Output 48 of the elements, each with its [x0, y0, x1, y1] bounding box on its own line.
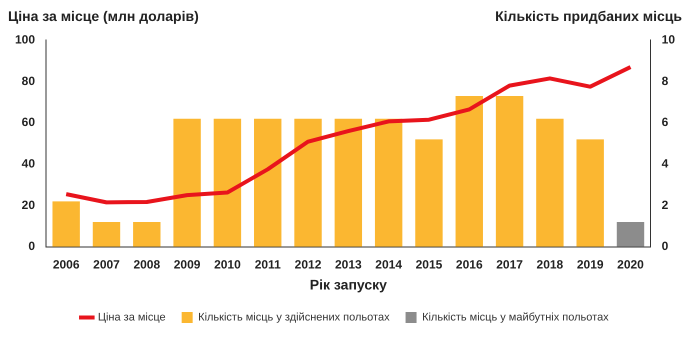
bar [92, 222, 120, 247]
bar [456, 96, 483, 247]
bar [415, 139, 443, 247]
legend-label: Кількість місць у майбутніх польотах [422, 312, 610, 324]
y2-tick-label: 0 [662, 239, 669, 254]
y-tick-label: 80 [22, 74, 36, 88]
x-tick-label: 2010 [214, 257, 242, 272]
x-tick-label: 2018 [536, 257, 564, 272]
bar [294, 118, 322, 247]
y2-tick-label: 10 [662, 32, 676, 47]
bar [536, 118, 564, 247]
x-tick-label: 2006 [52, 257, 80, 272]
x-tick-label: 2020 [617, 257, 644, 272]
legend-label: Кількість місць у здійснених польотах [198, 312, 390, 324]
x-tick-label: 2008 [133, 257, 160, 272]
x-tick-label: 2011 [254, 257, 282, 272]
x-tick-label: 2007 [93, 257, 120, 272]
y-axis-title: Ціна за місце (млн доларів) [8, 8, 199, 26]
x-tick-label: 2017 [496, 257, 524, 272]
y-tick-label: 0 [28, 239, 36, 254]
legend-label: Ціна за місце [98, 312, 166, 324]
x-axis-title: Рік запуску [310, 276, 388, 292]
y-tick-label: 20 [22, 198, 36, 212]
x-tick-label: 2019 [576, 257, 604, 272]
x-tick-label: 2012 [294, 257, 322, 272]
x-tick-label: 2014 [375, 257, 402, 272]
y2-axis-title: Кількість придбаних місць [495, 8, 682, 26]
x-tick-label: 2013 [334, 257, 362, 272]
bar [254, 118, 282, 247]
bar [52, 201, 80, 247]
y-tick-label: 100 [14, 32, 36, 47]
bar [576, 139, 604, 247]
bar [616, 222, 644, 247]
bar [133, 222, 160, 247]
y2-tick-label: 6 [662, 115, 669, 130]
x-tick-label: 2009 [174, 257, 201, 272]
bar [496, 96, 524, 247]
x-tick-label: 2016 [456, 257, 483, 272]
y2-tick-label: 2 [662, 198, 669, 212]
bar [374, 118, 402, 247]
bar [173, 118, 201, 247]
bar [214, 118, 242, 247]
y-tick-label: 60 [22, 115, 36, 130]
bar [334, 118, 362, 247]
x-tick-label: 2015 [416, 257, 443, 272]
y-tick-label: 40 [22, 156, 36, 170]
y2-tick-label: 4 [662, 156, 669, 170]
y2-tick-label: 8 [662, 74, 669, 88]
